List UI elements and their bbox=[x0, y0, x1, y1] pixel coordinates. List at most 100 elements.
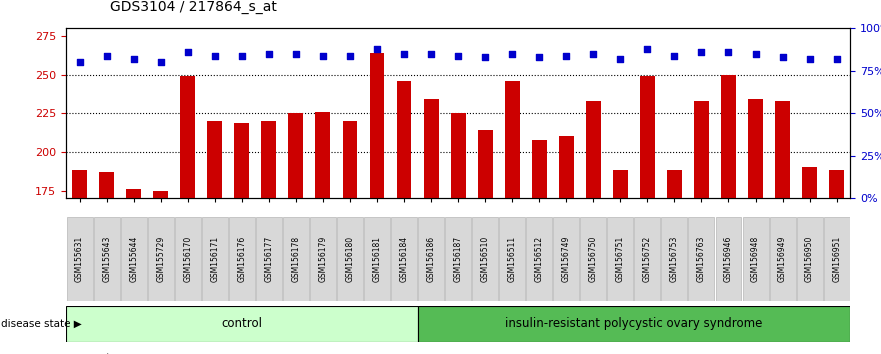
Text: GSM156181: GSM156181 bbox=[373, 236, 381, 282]
Text: GSM156950: GSM156950 bbox=[805, 235, 814, 282]
FancyBboxPatch shape bbox=[255, 217, 282, 301]
Text: GSM156178: GSM156178 bbox=[292, 236, 300, 282]
Point bbox=[803, 56, 817, 62]
Bar bbox=[72, 170, 87, 354]
Text: GSM156751: GSM156751 bbox=[616, 236, 625, 282]
FancyBboxPatch shape bbox=[66, 306, 418, 342]
Text: GSM156170: GSM156170 bbox=[183, 236, 192, 282]
Point bbox=[343, 53, 357, 58]
Bar bbox=[667, 170, 682, 354]
Text: GSM156752: GSM156752 bbox=[643, 236, 652, 282]
Text: GSM156177: GSM156177 bbox=[264, 236, 273, 282]
Text: GSM156511: GSM156511 bbox=[507, 236, 516, 282]
Point bbox=[319, 299, 333, 305]
Bar bbox=[640, 76, 655, 354]
Point bbox=[668, 53, 682, 58]
FancyBboxPatch shape bbox=[337, 217, 363, 301]
FancyBboxPatch shape bbox=[67, 217, 93, 301]
Bar bbox=[803, 167, 817, 354]
Text: GSM156948: GSM156948 bbox=[751, 236, 760, 282]
Point bbox=[559, 53, 574, 58]
Text: GSM155631: GSM155631 bbox=[75, 236, 84, 282]
Bar bbox=[396, 81, 411, 354]
Point bbox=[319, 122, 333, 128]
FancyBboxPatch shape bbox=[526, 217, 552, 301]
Text: count: count bbox=[79, 353, 111, 354]
Bar bbox=[478, 130, 492, 354]
Text: GSM156763: GSM156763 bbox=[697, 235, 706, 282]
Point bbox=[181, 49, 195, 55]
Bar bbox=[505, 81, 520, 354]
Point bbox=[397, 51, 411, 57]
FancyBboxPatch shape bbox=[743, 217, 768, 301]
Text: GSM155643: GSM155643 bbox=[102, 235, 111, 282]
Point bbox=[208, 53, 222, 58]
Bar bbox=[451, 113, 465, 354]
FancyBboxPatch shape bbox=[391, 217, 417, 301]
Text: GSM156186: GSM156186 bbox=[426, 236, 435, 282]
Text: insulin-resistant polycystic ovary syndrome: insulin-resistant polycystic ovary syndr… bbox=[505, 318, 763, 330]
Point bbox=[424, 51, 438, 57]
Text: GSM156176: GSM156176 bbox=[237, 236, 247, 282]
Text: GSM155729: GSM155729 bbox=[156, 236, 166, 282]
FancyBboxPatch shape bbox=[148, 217, 174, 301]
Text: GSM156184: GSM156184 bbox=[400, 236, 409, 282]
Bar bbox=[829, 170, 844, 354]
Point bbox=[316, 53, 330, 58]
FancyBboxPatch shape bbox=[581, 217, 606, 301]
FancyBboxPatch shape bbox=[310, 217, 336, 301]
Bar bbox=[181, 76, 196, 354]
FancyBboxPatch shape bbox=[472, 217, 498, 301]
FancyBboxPatch shape bbox=[202, 217, 228, 301]
Text: GDS3104 / 217864_s_at: GDS3104 / 217864_s_at bbox=[110, 0, 277, 14]
Point bbox=[153, 59, 167, 65]
Bar bbox=[343, 121, 358, 354]
Text: GSM156510: GSM156510 bbox=[481, 236, 490, 282]
Bar bbox=[532, 139, 547, 354]
Bar bbox=[315, 112, 330, 354]
Point bbox=[505, 51, 519, 57]
FancyBboxPatch shape bbox=[662, 217, 687, 301]
Bar bbox=[369, 53, 384, 354]
Point bbox=[586, 51, 600, 57]
Text: GSM156171: GSM156171 bbox=[211, 236, 219, 282]
Point bbox=[722, 49, 736, 55]
Point bbox=[370, 46, 384, 52]
FancyBboxPatch shape bbox=[229, 217, 255, 301]
FancyBboxPatch shape bbox=[500, 217, 525, 301]
FancyBboxPatch shape bbox=[553, 217, 579, 301]
Bar bbox=[613, 170, 628, 354]
Text: GSM156179: GSM156179 bbox=[318, 236, 328, 282]
FancyBboxPatch shape bbox=[688, 217, 714, 301]
FancyBboxPatch shape bbox=[445, 217, 471, 301]
Text: GSM156951: GSM156951 bbox=[833, 236, 841, 282]
Bar bbox=[207, 121, 222, 354]
Bar bbox=[775, 101, 790, 354]
Bar bbox=[721, 75, 736, 354]
FancyBboxPatch shape bbox=[418, 306, 850, 342]
FancyBboxPatch shape bbox=[715, 217, 742, 301]
Text: GSM156750: GSM156750 bbox=[589, 235, 598, 282]
FancyBboxPatch shape bbox=[796, 217, 823, 301]
FancyBboxPatch shape bbox=[174, 217, 201, 301]
Bar bbox=[234, 122, 249, 354]
Bar bbox=[694, 101, 709, 354]
Point bbox=[640, 46, 655, 52]
Point bbox=[262, 51, 276, 57]
FancyBboxPatch shape bbox=[418, 217, 444, 301]
FancyBboxPatch shape bbox=[283, 217, 309, 301]
Bar bbox=[126, 189, 141, 354]
FancyBboxPatch shape bbox=[634, 217, 661, 301]
Point bbox=[234, 53, 248, 58]
Text: GSM155644: GSM155644 bbox=[130, 235, 138, 282]
FancyBboxPatch shape bbox=[121, 217, 146, 301]
FancyBboxPatch shape bbox=[364, 217, 390, 301]
Point bbox=[694, 49, 708, 55]
Point bbox=[749, 51, 763, 57]
Bar bbox=[748, 99, 763, 354]
Point bbox=[613, 56, 627, 62]
FancyBboxPatch shape bbox=[93, 217, 120, 301]
FancyBboxPatch shape bbox=[824, 217, 849, 301]
Point bbox=[830, 56, 844, 62]
Bar bbox=[559, 136, 574, 354]
